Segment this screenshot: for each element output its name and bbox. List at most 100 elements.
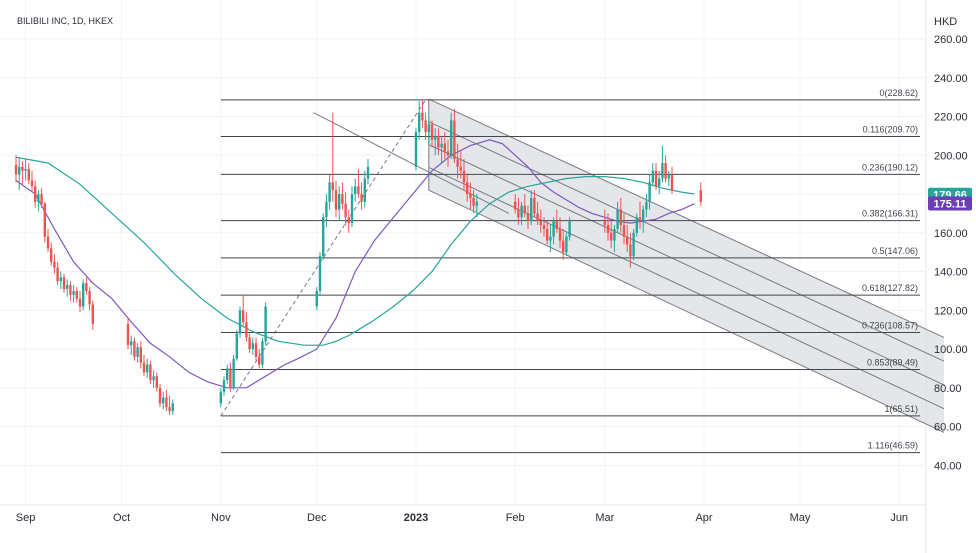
candle-body [91,304,94,324]
candle-body [34,186,37,202]
moving-averages [15,139,695,389]
candle-body [350,194,354,224]
x-tick-label: 2023 [404,512,428,524]
channel-fill [428,99,944,433]
candle-body [667,174,670,179]
candle-body [616,209,619,229]
candle-body [514,201,517,210]
candle-body [56,267,59,282]
x-tick-label: May [790,512,811,524]
grid-lines [0,0,927,553]
candle-body [456,159,459,167]
fib-level-label: 0.382(166.31) [862,209,918,219]
fib-level-label: 0(228.62) [879,88,918,98]
candle-body [155,376,158,388]
y-tick-label: 260.00 [934,34,968,46]
x-tick-label: Sep [16,512,36,524]
candle-body [261,341,264,365]
y-tick-label: 40.00 [934,460,962,472]
candle-body [242,310,245,322]
fib-level-label: 0.618(127.82) [862,283,918,293]
y-tick-label: 220.00 [934,112,968,124]
fib-level-label: 1(65.51) [884,404,918,414]
x-tick-label: Mar [595,512,614,524]
fib-level-label: 0.736(108.57) [862,320,918,330]
x-tick-label: Oct [113,512,130,524]
candle-body [251,343,254,350]
fibonacci-retracement: 0(228.62) 0.116(209.70) 0.236(190.12) 0.382… [220,88,920,454]
candle-body [450,120,453,156]
y-tick-label: 240.00 [934,73,968,85]
chart-title: BILIBILI INC, 1D, HKEX [17,16,113,26]
candle-body [648,182,651,202]
candle-body [430,124,434,140]
candle-body [149,364,152,381]
candle-body [232,358,235,388]
candle-body [322,217,325,257]
trend-line [313,112,510,214]
candle-body [552,221,555,237]
candle-body [130,341,133,346]
channel-line [428,144,945,386]
candle-body [363,178,366,202]
y-tick-label: 80.00 [934,383,962,395]
price-badge [928,196,972,211]
candle-body [642,209,645,222]
candle-body [453,120,456,160]
candle-body [146,364,149,373]
candle-body [366,166,370,179]
candle-body [318,256,322,291]
candle-body [555,221,558,229]
candle-body [517,209,520,218]
fib-level-label: 0.853(89.49) [867,357,918,367]
candle-body [606,225,610,233]
candle-body [338,194,341,210]
candle-body [37,194,40,202]
candle-body [238,310,242,334]
fib-level-label: 1.116(46.59) [868,441,918,451]
candle-body [354,186,357,195]
candle-body [248,337,251,350]
x-tick-label: Jun [890,512,908,524]
candle-body [66,285,69,290]
candle-body [658,178,661,187]
candle-body [62,277,66,290]
candle-body [699,190,702,202]
candle-body [626,236,629,245]
candle-body [344,203,347,218]
candle-body [27,168,30,181]
candle-body [21,166,24,171]
candle-body [75,290,78,299]
candle-body [331,182,334,191]
candle-body [568,221,571,237]
x-tick-label: Apr [695,512,712,524]
candle-body [245,321,248,338]
candle-body [558,228,562,241]
candle-body [152,376,155,381]
candle-body [670,174,674,191]
candle-body [222,380,226,392]
candle-body [523,205,526,214]
channel-line [428,189,945,433]
candle-body [18,166,21,175]
y-tick-label: 100.00 [934,344,968,356]
candle-body [264,306,267,342]
y-tick-label: 160.00 [934,228,968,240]
fib-level-label: 0.236(190.12) [862,162,918,172]
candle-body [466,182,469,195]
candle-body [462,170,466,183]
time-axis[interactable]: Sep Oct Nov Dec 2023 Feb Mar Apr May Jun [16,512,908,524]
candle-body [24,168,27,171]
y-tick-label: 120.00 [934,305,968,317]
currency-label: HKD [934,16,957,28]
candlesticks [14,99,702,415]
candle-body [254,343,258,357]
candle-body [235,333,238,359]
candle-body [629,244,632,257]
candle-body [664,163,667,179]
x-tick-label: Dec [307,512,327,524]
candle-body [533,197,536,214]
candle-body [549,236,552,241]
